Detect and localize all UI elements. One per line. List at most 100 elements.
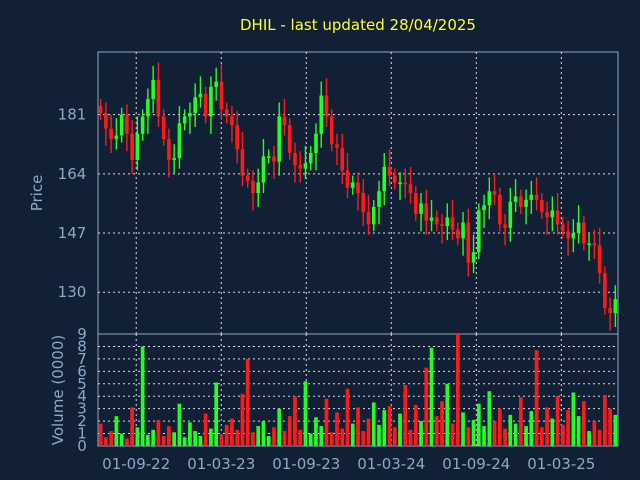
volume-bar bbox=[104, 437, 108, 446]
volume-bar bbox=[613, 414, 618, 446]
volume-bar bbox=[287, 416, 292, 446]
volume-bar bbox=[298, 429, 303, 446]
candle-body bbox=[114, 135, 119, 140]
volume-bar bbox=[561, 424, 565, 446]
volume-bar bbox=[382, 409, 387, 446]
price-tick-label: 181 bbox=[58, 106, 87, 124]
volume-bar bbox=[518, 397, 523, 446]
volume-bar bbox=[487, 391, 492, 446]
volume-bar bbox=[251, 432, 255, 446]
volume-bar bbox=[476, 403, 481, 446]
candle-body bbox=[529, 194, 534, 200]
candle-body bbox=[419, 203, 423, 214]
candle-body bbox=[513, 196, 518, 202]
candle-body bbox=[450, 217, 455, 230]
volume-bar bbox=[576, 416, 581, 446]
candle-body bbox=[135, 133, 140, 160]
volume-bar bbox=[455, 334, 460, 446]
volume-bar bbox=[408, 429, 413, 446]
candle-body bbox=[576, 222, 581, 234]
volume-bar bbox=[303, 381, 308, 446]
candle-body bbox=[613, 299, 618, 314]
volume-bar bbox=[424, 367, 429, 446]
candle-body bbox=[182, 116, 187, 124]
volume-tick-label: 7 bbox=[77, 350, 87, 368]
x-tick-label: 01-09-24 bbox=[442, 455, 510, 473]
candle-body bbox=[524, 199, 528, 207]
volume-bar bbox=[203, 413, 208, 446]
volume-bar bbox=[188, 422, 192, 446]
volume-bar bbox=[293, 396, 297, 446]
candle-body bbox=[203, 93, 208, 117]
volume-bar bbox=[156, 419, 161, 446]
volume-tick-label: 5 bbox=[77, 375, 87, 393]
volume-bar bbox=[114, 416, 119, 446]
volume-bar bbox=[361, 431, 366, 446]
candle-body bbox=[224, 109, 229, 117]
volume-bar bbox=[198, 436, 203, 446]
volume-bar bbox=[524, 426, 528, 446]
volume-bar bbox=[571, 392, 576, 446]
price-axis-label: Price bbox=[28, 175, 46, 212]
volume-bar bbox=[230, 418, 234, 446]
candle-body bbox=[477, 210, 481, 253]
candle-body bbox=[382, 166, 387, 192]
volume-bar bbox=[146, 434, 150, 446]
price-tick-labels: 130 147 164 181 bbox=[58, 106, 87, 302]
candle-body bbox=[104, 112, 108, 129]
candle-body bbox=[429, 217, 434, 221]
volume-bar bbox=[566, 409, 570, 446]
candle-body bbox=[350, 182, 355, 188]
volume-bar bbox=[513, 423, 518, 446]
volume-bar bbox=[224, 424, 229, 446]
candle-body bbox=[177, 123, 182, 159]
volume-bar bbox=[550, 418, 555, 446]
volume-bar bbox=[403, 385, 408, 446]
volume-bar bbox=[261, 421, 266, 446]
candle-body bbox=[261, 156, 266, 183]
candle-body bbox=[434, 217, 439, 225]
candle-body bbox=[466, 222, 471, 263]
volume-bar bbox=[245, 358, 250, 446]
candle-body bbox=[424, 203, 429, 221]
volume-bar bbox=[392, 427, 397, 446]
volume-bar bbox=[308, 433, 313, 446]
candle-body bbox=[130, 133, 134, 160]
volume-tick-label: 6 bbox=[77, 362, 87, 380]
candle-body bbox=[387, 166, 392, 176]
volume-bar bbox=[466, 427, 471, 446]
x-tick-label: 01-03-23 bbox=[187, 455, 255, 473]
candle-body bbox=[398, 182, 402, 185]
volume-bar bbox=[277, 408, 282, 446]
volume-bar bbox=[167, 426, 171, 446]
candle-body bbox=[482, 205, 486, 211]
price-tick-label: 130 bbox=[58, 283, 87, 301]
volume-bar bbox=[387, 406, 392, 446]
candle-body bbox=[240, 149, 245, 176]
volume-bar bbox=[592, 421, 597, 446]
volume-bar bbox=[471, 419, 476, 446]
volume-bar bbox=[109, 431, 113, 446]
volume-bar bbox=[503, 428, 507, 446]
volume-bar bbox=[151, 429, 155, 446]
volume-bar bbox=[266, 436, 271, 446]
candle-body bbox=[603, 273, 607, 308]
candle-body bbox=[188, 112, 192, 117]
candle-body bbox=[340, 147, 345, 171]
price-candles bbox=[98, 62, 618, 331]
candle-body bbox=[566, 231, 570, 239]
candle-body bbox=[251, 180, 255, 193]
volume-bar bbox=[130, 407, 134, 446]
candle-body bbox=[98, 105, 103, 113]
candle-body bbox=[214, 81, 218, 87]
x-tick-label: 01-03-25 bbox=[527, 455, 595, 473]
candle-body bbox=[335, 144, 339, 148]
volume-bar bbox=[272, 427, 276, 446]
volume-bar bbox=[135, 427, 140, 446]
volume-bar bbox=[235, 429, 240, 446]
volume-tick-label: 2 bbox=[77, 412, 87, 430]
candle-body bbox=[298, 165, 303, 169]
volume-bar bbox=[319, 426, 324, 446]
